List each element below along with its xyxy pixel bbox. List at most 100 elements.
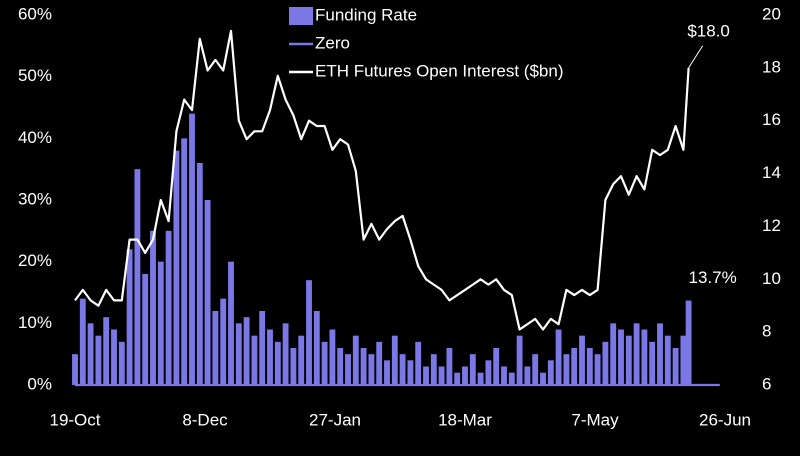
bar: [150, 230, 156, 385]
bar: [649, 341, 656, 385]
bar: [204, 200, 211, 385]
bar: [586, 348, 593, 385]
bar: [267, 329, 273, 385]
legend-label: Zero: [315, 33, 350, 52]
bar: [274, 341, 281, 385]
bar: [228, 261, 234, 385]
bar: [251, 335, 258, 385]
x-tick-label: 18-Mar: [438, 410, 492, 429]
bar: [313, 311, 320, 385]
bar: [602, 341, 609, 385]
bar: [235, 323, 242, 385]
bar: [423, 366, 429, 385]
bar: [664, 335, 671, 385]
bar: [399, 354, 406, 385]
y-tick-label: 10%: [18, 313, 52, 332]
bar: [298, 335, 305, 385]
x-tick-label: 27-Jan: [309, 410, 361, 429]
bar: [384, 360, 390, 385]
bar: [352, 335, 359, 385]
bar: [438, 366, 445, 385]
bar: [610, 323, 617, 385]
bar: [87, 323, 94, 385]
bar: [329, 329, 336, 385]
bar: [165, 230, 172, 385]
bar: [72, 354, 78, 385]
bar: [446, 348, 453, 385]
bar: [579, 335, 585, 385]
y-tick-label: 60%: [18, 4, 52, 23]
bar: [454, 372, 461, 385]
x-tick-label: 8-Dec: [182, 410, 228, 429]
bar: [142, 274, 149, 385]
y-tick-label: 30%: [18, 189, 52, 208]
y2-tick-label: 14: [762, 163, 781, 182]
bar: [196, 163, 203, 385]
bar: [462, 366, 468, 385]
bar: [508, 372, 515, 385]
bar: [360, 348, 367, 385]
bar: [111, 329, 117, 385]
y2-tick-label: 10: [762, 269, 781, 288]
bar: [79, 298, 86, 385]
bar: [493, 348, 500, 385]
bar: [641, 329, 648, 385]
bar: [555, 329, 562, 385]
bar: [282, 323, 289, 385]
bar: [118, 341, 125, 385]
x-tick-label: 26-Jun: [699, 410, 751, 429]
bar: [501, 366, 507, 385]
y2-tick-label: 18: [762, 57, 781, 76]
bar: [95, 335, 102, 385]
annotation-leader: [688, 45, 704, 69]
bar: [337, 348, 344, 385]
x-tick-label: 7-May: [571, 410, 619, 429]
bar: [368, 354, 375, 385]
bar: [415, 341, 422, 385]
y2-tick-label: 16: [762, 110, 781, 129]
y2-tick-label: 8: [762, 322, 771, 341]
bar: [633, 323, 640, 385]
y-tick-label: 20%: [18, 251, 52, 270]
bar: [485, 360, 492, 385]
bar: [516, 335, 523, 385]
bar: [189, 113, 195, 386]
bar: [306, 280, 312, 385]
bar: [126, 249, 133, 385]
bar: [571, 348, 578, 385]
bar: [430, 354, 437, 385]
x-tick-label: 19-Oct: [49, 410, 100, 429]
y2-tick-label: 12: [762, 216, 781, 235]
y2-tick-label: 20: [762, 4, 781, 23]
bar: [345, 354, 351, 385]
bar: [469, 354, 476, 385]
y-tick-label: 40%: [18, 128, 52, 147]
bar: [625, 335, 632, 385]
bar: [321, 341, 328, 385]
bar: [594, 354, 601, 385]
bar: [376, 341, 383, 385]
annotation: 13.7%: [688, 268, 736, 287]
bar: [243, 317, 250, 385]
y2-tick-label: 6: [762, 374, 771, 393]
legend-swatch: [289, 7, 313, 25]
bar: [259, 311, 266, 385]
bar: [547, 360, 554, 385]
bar: [157, 261, 164, 385]
bar: [680, 335, 687, 385]
bar: [540, 372, 546, 385]
annotation: $18.0: [687, 21, 730, 40]
bar: [391, 335, 398, 385]
y-tick-label: 0%: [27, 374, 52, 393]
bar: [134, 169, 141, 385]
bar: [618, 329, 624, 385]
bar: [220, 298, 227, 385]
bar: [290, 348, 297, 385]
bar: [173, 150, 180, 385]
line: [74, 29, 690, 331]
bar: [672, 348, 679, 385]
bar: [103, 317, 110, 385]
legend-label: ETH Futures Open Interest ($bn): [315, 61, 564, 80]
bar: [181, 138, 188, 385]
bar: [563, 354, 570, 385]
